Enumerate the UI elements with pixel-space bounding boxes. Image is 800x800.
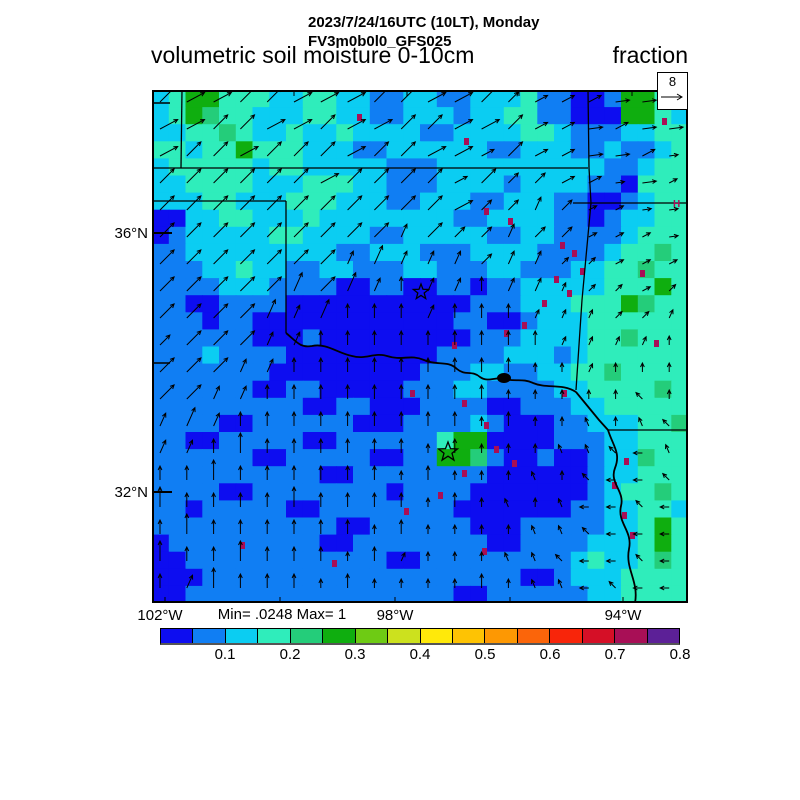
colorbar xyxy=(160,628,680,645)
lat-tick xyxy=(152,491,172,493)
map-frame-border xyxy=(152,90,688,603)
header-model-name: FV3m0b0l0_GFS025 xyxy=(308,33,452,50)
lat-tick xyxy=(152,232,172,234)
star-marker-1 xyxy=(411,282,431,300)
water-specks xyxy=(240,114,667,567)
colorbar-tick-label: 0.1 xyxy=(214,646,236,663)
lon-label-98w: 98°W xyxy=(376,607,414,624)
colorbar-segment xyxy=(581,629,615,643)
colorbar-tick-label: 0.4 xyxy=(409,646,431,663)
colorbar-labels: 0.1 0.2 0.3 0.4 0.5 0.6 0.7 0.8 xyxy=(0,646,800,666)
header-model-run: 2023/7/24/16UTC (10LT), Monday xyxy=(308,14,540,31)
units-label: fraction xyxy=(612,42,688,68)
h-marker: H xyxy=(673,199,680,210)
lat-label-32n: 32°N xyxy=(114,484,148,501)
colorbar-tick-label: 0.7 xyxy=(604,646,626,663)
plot-title: volumetric soil moisture 0-10cm xyxy=(151,42,475,68)
minmax-stats: Min= .0248 Max= 1 xyxy=(217,606,347,623)
colorbar-tick-label: 0.5 xyxy=(474,646,496,663)
colorbar-segment xyxy=(192,629,225,643)
lon-label-94w: 94°W xyxy=(604,607,642,624)
soil-moisture-grid xyxy=(152,90,689,604)
reference-vector-box: 8 xyxy=(657,72,688,110)
colorbar-segment xyxy=(224,629,258,643)
star-marker-2 xyxy=(436,440,460,462)
colorbar-segment xyxy=(419,629,452,643)
colorbar-segment xyxy=(322,629,355,643)
colorbar-segment xyxy=(354,629,388,643)
colorbar-segment xyxy=(516,629,550,643)
lake-blob xyxy=(497,373,511,383)
reference-arrow-icon xyxy=(661,93,683,101)
colorbar-segment xyxy=(387,629,420,643)
colorbar-segment xyxy=(614,629,647,643)
map-canvas: H xyxy=(152,87,689,604)
colorbar-segment xyxy=(549,629,582,643)
river-paths xyxy=(285,332,637,604)
reference-vector-value: 8 xyxy=(668,74,677,89)
colorbar-segment xyxy=(289,629,323,643)
wind-arrows-layer xyxy=(157,87,685,591)
lat-label-36n: 36°N xyxy=(114,225,148,242)
colorbar-tick-label: 0.2 xyxy=(279,646,301,663)
lon-label-102w: 102°W xyxy=(137,607,183,624)
colorbar-segment xyxy=(646,629,679,643)
soil-moisture-map-svg: H xyxy=(152,87,689,604)
colorbar-tick-label: 0.8 xyxy=(669,646,691,663)
colorbar-segment xyxy=(451,629,485,643)
state-boundaries xyxy=(152,89,688,431)
colorbar-tick-label: 0.3 xyxy=(344,646,366,663)
colorbar-tick-label: 0.6 xyxy=(539,646,561,663)
colorbar-segment xyxy=(484,629,517,643)
colorbar-segment xyxy=(257,629,290,643)
colorbar-segment xyxy=(161,629,193,643)
